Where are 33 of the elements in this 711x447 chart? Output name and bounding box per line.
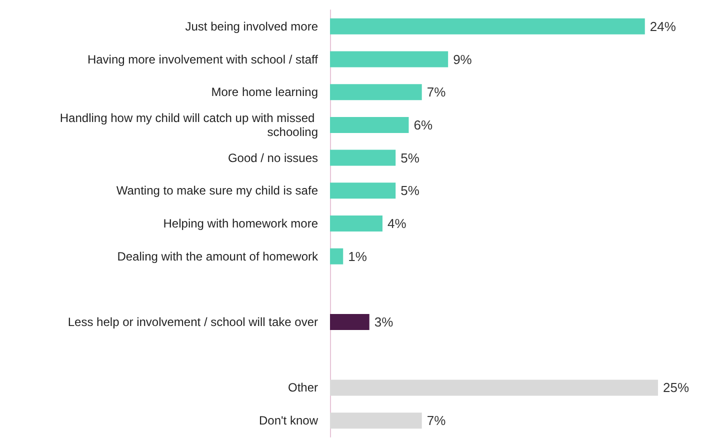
data-label: 5% xyxy=(400,183,420,198)
data-label: 25% xyxy=(663,380,690,396)
data-label: 4% xyxy=(387,216,407,231)
y-tick-label: Other xyxy=(288,380,318,395)
data-label: 5% xyxy=(400,150,420,166)
bar xyxy=(330,84,422,100)
bar xyxy=(330,182,396,199)
data-label: 24% xyxy=(650,18,676,34)
data-label: 1% xyxy=(348,248,368,264)
y-tick-label: Good / no issues xyxy=(228,150,318,165)
y-tick-label: Helping with homework more xyxy=(163,216,318,230)
y-tick-label: Wanting to make sure my child is safe xyxy=(116,184,318,198)
y-tick-label: Handling how my child will catch up with missed schooling xyxy=(60,110,318,139)
bar xyxy=(330,314,370,330)
bar xyxy=(330,248,344,264)
data-label: 9% xyxy=(453,52,472,67)
bar xyxy=(330,51,448,68)
y-tick-label: Dealing with the amount of homework xyxy=(117,249,319,264)
bar xyxy=(330,18,645,34)
bar xyxy=(330,150,396,166)
y-tick-label: More home learning xyxy=(211,85,318,100)
y-tick-label: Don't know xyxy=(259,414,318,428)
bar xyxy=(330,216,382,232)
y-tick-label: Less help or involvement / school will take over xyxy=(68,315,318,330)
data-label: 3% xyxy=(374,314,394,330)
data-label: 7% xyxy=(426,413,446,428)
bar xyxy=(330,380,658,396)
y-tick-label: Just being involved more xyxy=(185,19,318,34)
data-label: 7% xyxy=(426,84,446,100)
y-tick-label: Having more involvement with school / staff xyxy=(87,52,319,66)
bar xyxy=(330,116,409,133)
bar xyxy=(330,412,422,429)
data-label: 6% xyxy=(414,117,433,132)
